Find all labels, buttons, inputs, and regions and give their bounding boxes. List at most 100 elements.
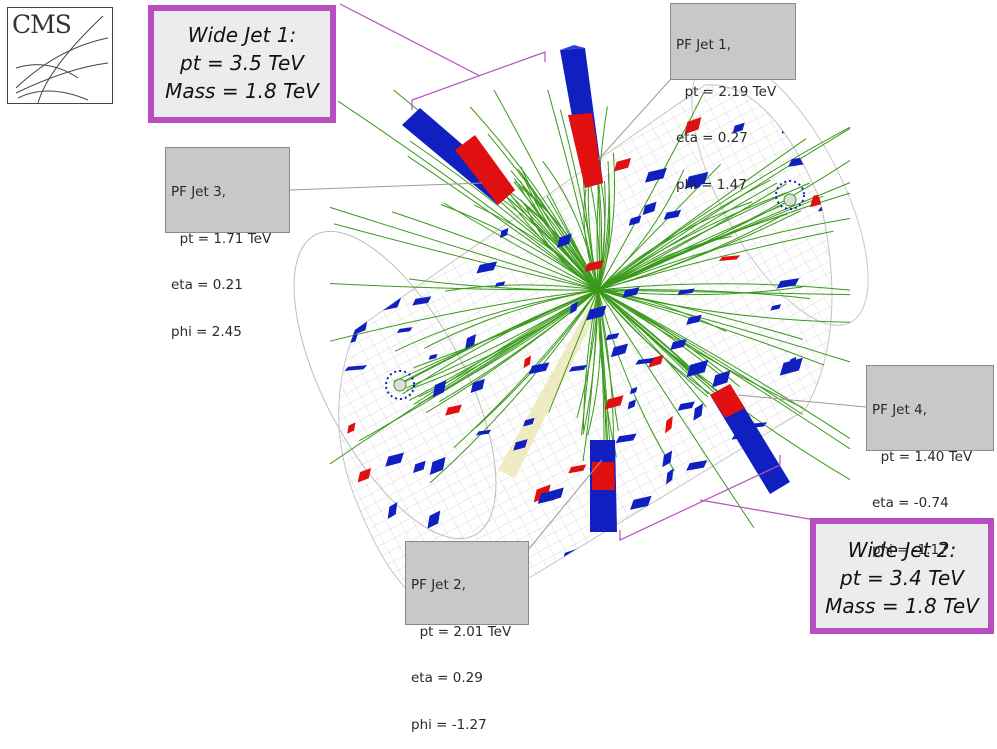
track-line: [597, 289, 811, 300]
hcal-deposit: [712, 370, 731, 388]
hcal-deposit: [465, 333, 476, 349]
hcal-deposit: [343, 514, 353, 524]
track-line: [597, 289, 851, 323]
hcal-deposit: [657, 531, 668, 543]
hcal-deposit: [427, 510, 441, 529]
hcal-deposit: [836, 109, 847, 117]
track-line: [469, 106, 599, 291]
ecal-deposit: [347, 422, 356, 434]
hcal-deposit: [816, 403, 832, 418]
hcal-deposit: [693, 182, 702, 189]
hcal-deposit: [658, 560, 681, 578]
track-line: [392, 211, 599, 291]
hcal-deposit: [472, 98, 494, 110]
hcal-deposit: [494, 281, 506, 288]
wide-jet-2-mass: Mass = 1.8 TeV: [825, 594, 979, 618]
wide-jet-1-pt: pt = 3.5 TeV: [180, 51, 304, 75]
track-line: [587, 289, 601, 436]
track-line: [597, 218, 851, 291]
track-line: [510, 170, 599, 291]
hcal-deposit: [513, 439, 528, 451]
pf-jet-2-label: PF Jet 2, pt = 2.01 TeV eta = 0.29 phi =…: [405, 541, 529, 732]
hcal-deposit: [686, 460, 708, 471]
hcal-deposit: [385, 452, 404, 467]
track-line: [542, 160, 599, 291]
track-line: [597, 289, 675, 472]
track-line: [444, 284, 599, 292]
hcal-deposit: [707, 586, 730, 601]
hcal-deposit: [615, 433, 637, 444]
track-line: [475, 289, 599, 429]
track-line: [597, 286, 803, 296]
hcal-deposit: [779, 357, 803, 376]
hcal-deposit: [351, 171, 369, 186]
hcal-deposit: [412, 197, 434, 208]
pf-jet-3-line-4: phi = 2.45: [171, 323, 242, 340]
hcal-deposit: [644, 167, 667, 183]
endcap-cluster-left: [385, 370, 415, 400]
track-line: [597, 289, 804, 409]
track-line: [597, 289, 709, 395]
hcal-deposit: [834, 375, 852, 383]
track-line: [333, 223, 599, 291]
hcal-deposit: [663, 209, 682, 220]
track-line: [597, 160, 610, 291]
hcal-deposit: [586, 305, 607, 321]
cms-logo-tracks-icon: [15, 15, 109, 103]
hcal-deposit: [425, 190, 435, 201]
track-line: [597, 289, 851, 363]
hcal-deposit: [400, 139, 415, 146]
track-line: [329, 289, 599, 342]
hcal-deposit: [670, 338, 687, 350]
track-line: [513, 178, 599, 291]
wide-jet-1-box: Wide Jet 1: pt = 3.5 TeV Mass = 1.8 TeV: [148, 5, 336, 123]
pf-jet-1-line-1: PF Jet 1,: [676, 37, 731, 53]
track-line: [424, 289, 599, 349]
hcal-deposit: [432, 380, 447, 398]
hcal-deposit: [686, 314, 702, 325]
pf-jet-4-line-3: eta = -0.74: [872, 495, 949, 511]
hcal-deposit: [338, 192, 354, 211]
hcal-deposit: [557, 233, 572, 248]
hcal-deposit: [528, 362, 550, 375]
pf-jet-1-line-2: pt = 2.19 TeV: [676, 83, 777, 100]
wide-jet-2-bracket: [619, 455, 816, 541]
hcal-deposit: [447, 217, 458, 233]
hcal-deposit: [622, 287, 640, 298]
track-line: [597, 192, 787, 291]
track-line: [583, 188, 599, 291]
pf-jet-2-line-1: PF Jet 2,: [411, 577, 466, 593]
pf-jet-2-line-4: phi = -1.27: [411, 716, 487, 733]
track-line: [429, 289, 599, 484]
hcal-deposit: [703, 515, 723, 522]
track-line: [329, 206, 599, 291]
hcal-deposit: [642, 201, 657, 216]
track-line: [407, 155, 599, 291]
hcal-deposit: [677, 401, 695, 411]
hcal-deposit: [438, 107, 453, 114]
track-line: [597, 126, 851, 291]
ecal-deposit: [684, 117, 702, 135]
track-line: [597, 289, 727, 332]
callout-connectors: [289, 79, 867, 551]
track-line: [597, 289, 709, 398]
track-line: [453, 289, 599, 449]
track-line: [597, 182, 778, 291]
hcal-deposit: [595, 554, 613, 572]
hcal-deposit: [413, 460, 426, 473]
hcal-deposit: [635, 357, 655, 365]
track-line: [394, 289, 599, 352]
ecal-deposit: [648, 354, 664, 368]
hcal-deposit: [551, 575, 573, 594]
hcal-deposit: [396, 327, 413, 333]
hcal-deposit: [684, 171, 709, 189]
ecal-deposit: [743, 573, 752, 582]
pf-jet-2-line-3: eta = 0.29: [411, 670, 483, 686]
cms-logo-text: CMS: [12, 10, 72, 39]
pf-jet-1-line-4: phi = 1.47: [676, 176, 747, 193]
pf-jet-3-label: PF Jet 3, pt = 1.71 TeV eta = 0.21 phi =…: [165, 147, 290, 339]
hcal-deposit: [338, 578, 351, 593]
jet3-tower: [402, 108, 515, 205]
hcal-deposit: [499, 227, 509, 239]
hcal-deposit: [348, 308, 367, 322]
